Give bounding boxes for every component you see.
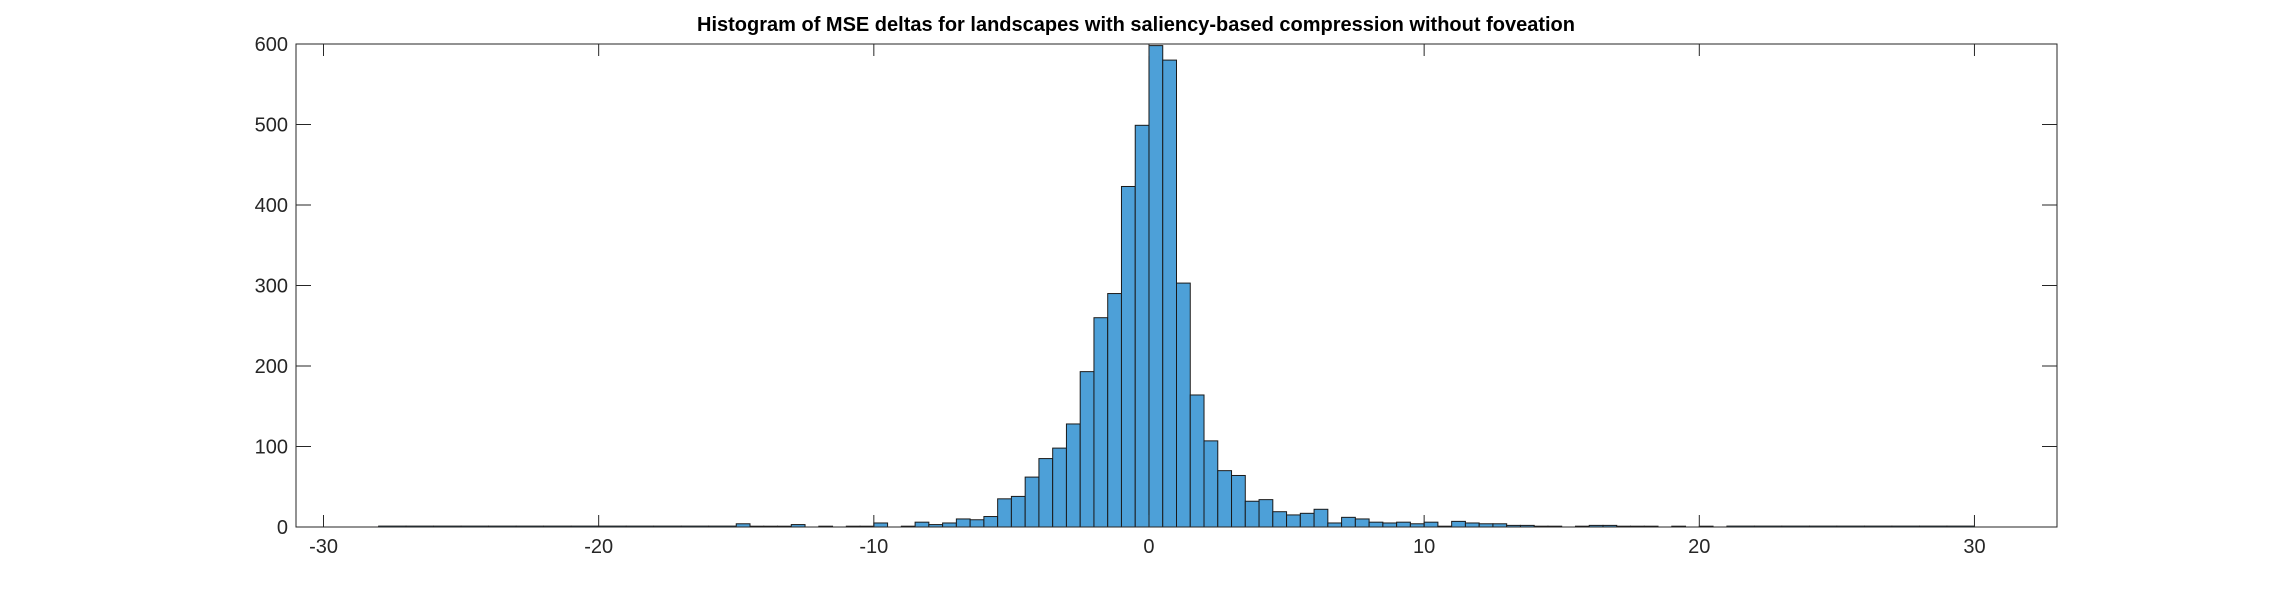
y-tick-label: 300 xyxy=(255,276,288,298)
x-tick-label: -30 xyxy=(309,536,338,558)
histogram-bar xyxy=(1052,447,1067,528)
y-tick-label: 100 xyxy=(255,437,288,459)
chart-title: Histogram of MSE deltas for landscapes w… xyxy=(697,14,1575,36)
histogram-bar xyxy=(1203,440,1219,528)
histogram-bar xyxy=(1120,185,1136,528)
histogram-bar xyxy=(1162,59,1177,528)
x-tick-label: 0 xyxy=(1143,536,1154,558)
histogram-bar xyxy=(1148,45,1164,528)
x-tick-label: 10 xyxy=(1413,536,1435,558)
histogram-bar xyxy=(1217,470,1233,528)
histogram-bar xyxy=(1065,423,1081,528)
histogram-bar xyxy=(914,521,930,528)
histogram-bar xyxy=(1327,522,1343,528)
histogram-bar xyxy=(873,522,889,528)
histogram-bar xyxy=(1079,371,1095,528)
histogram-bar xyxy=(1272,511,1288,528)
histogram-bar xyxy=(1093,317,1109,528)
y-tick-label: 500 xyxy=(255,115,288,137)
histogram-bar xyxy=(1024,476,1040,528)
x-tick-label: -10 xyxy=(859,536,888,558)
histogram-bar xyxy=(1244,500,1260,528)
histogram-bar xyxy=(1423,521,1439,528)
histogram-bar xyxy=(1258,499,1274,528)
histogram-bar xyxy=(942,522,957,528)
y-tick-label: 0 xyxy=(277,517,288,539)
x-tick-label: -20 xyxy=(584,536,613,558)
histogram-bar xyxy=(1396,521,1411,528)
histogram-bar xyxy=(1010,495,1026,528)
histogram-bar xyxy=(1107,293,1122,528)
histogram-bar xyxy=(1038,458,1054,528)
histogram-bar xyxy=(1176,282,1191,528)
histogram-bar xyxy=(1313,508,1329,528)
histogram-bar xyxy=(1189,394,1205,528)
x-tick-label: 20 xyxy=(1688,536,1710,558)
histogram-bar xyxy=(983,516,999,528)
histogram-bar xyxy=(1354,518,1370,528)
y-tick-label: 400 xyxy=(255,195,288,217)
histogram-bar xyxy=(1299,512,1315,528)
histogram-bar xyxy=(1464,522,1480,528)
histogram-bar xyxy=(1382,522,1398,528)
histogram-bar xyxy=(1341,516,1356,528)
y-tick-label: 200 xyxy=(255,356,288,378)
x-tick-label: 30 xyxy=(1963,536,1985,558)
histogram-bar xyxy=(955,518,971,528)
histogram-bar xyxy=(969,519,985,528)
y-tick-label: 600 xyxy=(255,34,288,56)
histogram-bar xyxy=(1231,474,1246,528)
histogram-bar xyxy=(1134,124,1150,528)
histogram-bar xyxy=(1451,520,1466,528)
histogram-bar xyxy=(997,498,1012,528)
bars-layer xyxy=(378,45,1975,528)
histogram-bar xyxy=(1286,514,1301,528)
histogram-bar xyxy=(1368,521,1384,528)
